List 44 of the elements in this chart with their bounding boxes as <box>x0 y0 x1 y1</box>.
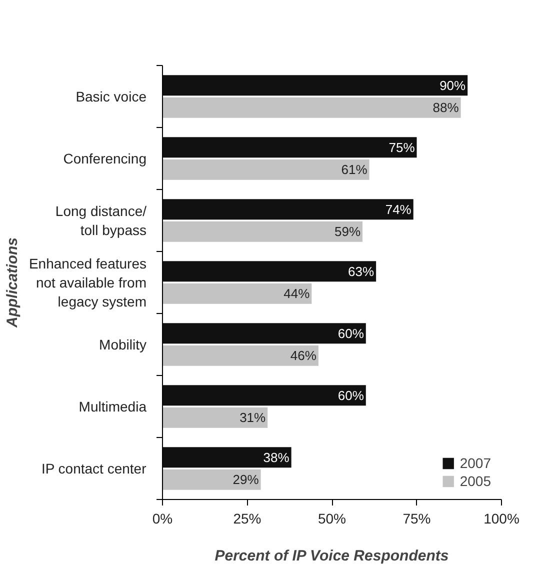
data-label: 63% <box>348 264 375 279</box>
bar <box>162 97 461 118</box>
bar <box>162 407 268 428</box>
data-label: 46% <box>290 348 317 364</box>
x-tick-label: 0% <box>152 510 173 526</box>
data-label: 31% <box>240 410 266 426</box>
data-label: 60% <box>338 326 364 341</box>
bar <box>162 283 312 304</box>
bar <box>162 323 366 344</box>
x-tick-label: 75% <box>402 510 431 526</box>
data-label: 44% <box>284 286 310 302</box>
y-tick-label: Conferencing <box>63 150 147 166</box>
y-tick-label: Basic voice <box>76 88 147 104</box>
data-label: 38% <box>263 450 290 465</box>
x-tick-label: 25% <box>233 510 262 526</box>
bar <box>162 137 417 158</box>
x-tick-label: 100% <box>484 510 520 526</box>
y-tick-label: IP contact center <box>41 460 147 476</box>
data-label: 75% <box>388 140 416 155</box>
x-axis-title: Percent of IP Voice Respondents <box>214 548 449 564</box>
data-label: 29% <box>232 472 260 488</box>
bar <box>162 345 318 366</box>
y-axis-title: Applications <box>4 237 21 329</box>
bar <box>162 75 468 96</box>
bar <box>162 159 370 180</box>
bar <box>162 221 363 242</box>
data-label: 59% <box>334 224 361 240</box>
data-label: 60% <box>338 388 364 403</box>
bar <box>162 199 414 220</box>
legend-label: 2005 <box>460 473 491 489</box>
data-label: 90% <box>440 78 466 93</box>
y-tick-label: Long distance/ toll bypass <box>55 202 147 238</box>
bar <box>162 447 292 468</box>
data-label: 74% <box>385 202 412 217</box>
y-tick-label: Enhanced features not available from legacy system <box>28 255 147 310</box>
data-label: 88% <box>432 100 460 116</box>
bar <box>162 261 376 282</box>
bar <box>162 385 366 406</box>
legend-label: 2007 <box>460 455 491 471</box>
data-label: 61% <box>341 162 368 178</box>
y-tick-label: Multimedia <box>78 398 147 414</box>
y-tick-label: Mobility <box>99 336 147 352</box>
x-tick-label: 50% <box>318 510 346 526</box>
bar <box>162 469 261 490</box>
